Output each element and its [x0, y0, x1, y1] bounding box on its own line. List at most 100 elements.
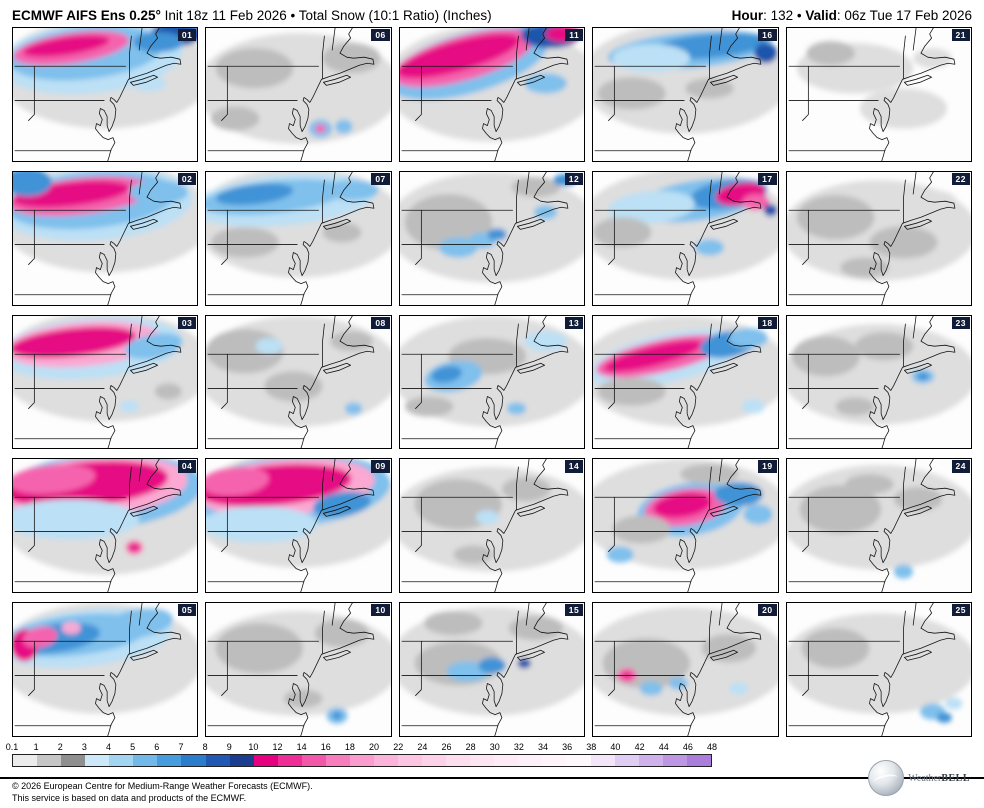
ensemble-panel-03[interactable]: 03 [12, 314, 199, 450]
member-number-badge: 23 [951, 316, 970, 329]
colorbar-segment [518, 755, 543, 766]
colorbar-tick-label: 10 [248, 742, 259, 752]
footer-divider [0, 777, 984, 779]
valid-label: Valid [805, 8, 837, 23]
colorbar-tick-label: 3 [81, 742, 87, 752]
colorbar-segment [157, 755, 182, 766]
ensemble-panel-02[interactable]: 02 [12, 170, 199, 306]
colorbar-segment [638, 755, 663, 766]
colorbar-tick-label: 2 [57, 742, 63, 752]
member-map-svg [206, 171, 391, 305]
ensemble-panel-24[interactable]: 24 [785, 458, 972, 594]
member-number-badge: 02 [177, 172, 197, 185]
colorbar-tick-label: 18 [344, 742, 355, 752]
member-map-svg [399, 459, 585, 593]
colorbar: 0.1 1 2 3 4 5 6 7 8 9 10 12 14 16 18 20 22 24 26 28 30 32 34 36… [6, 742, 972, 772]
ensemble-panel-09[interactable]: 09 [205, 458, 392, 594]
colorbar-tick-label: 6 [154, 742, 160, 752]
ensemble-panel-19[interactable]: 19 [592, 458, 779, 594]
member-map-svg [593, 171, 778, 305]
member-map-svg [593, 603, 778, 736]
ensemble-panel-15[interactable]: 15 [398, 602, 586, 737]
colorbar-tick-label: 38 [586, 742, 597, 752]
ensemble-panel-22[interactable]: 22 [785, 170, 972, 306]
colorbar-segment [542, 755, 567, 766]
member-map-svg [399, 603, 585, 736]
colorbar-segment [61, 755, 86, 766]
ensemble-grid: 01 02 03 04 05 06 07 08 09 10 11 12 13 14 15 16 17 18 19 20… [0, 27, 984, 737]
member-map-svg [399, 28, 585, 161]
colorbar-tick-label: 9 [226, 742, 232, 752]
colorbar-segment [373, 755, 398, 766]
member-number-badge: 22 [951, 172, 970, 185]
colorbar-segment [205, 755, 230, 766]
ensemble-panel-20[interactable]: 20 [592, 602, 779, 737]
colorbar-segment [133, 755, 158, 766]
colorbar-segment [446, 755, 471, 766]
ensemble-panel-23[interactable]: 23 [785, 314, 972, 450]
colorbar-tick-label: 8 [202, 742, 208, 752]
ensemble-panel-17[interactable]: 17 [592, 170, 779, 306]
colorbar-segments [12, 754, 712, 767]
ensemble-panel-01[interactable]: 01 [12, 27, 199, 162]
ensemble-panel-21[interactable]: 21 [785, 27, 972, 162]
colorbar-segment [181, 755, 206, 766]
ensemble-panel-14[interactable]: 14 [398, 458, 586, 594]
colorbar-segment [37, 755, 62, 766]
header: ECMWF AIFS Ens 0.25° Init 18z 11 Feb 202… [0, 0, 984, 27]
member-map-svg [593, 315, 778, 449]
colorbar-segment [229, 755, 254, 766]
colorbar-tick-label: 34 [538, 742, 549, 752]
colorbar-segment [13, 755, 38, 766]
ensemble-panel-18[interactable]: 18 [592, 314, 779, 450]
colorbar-tick-label: 46 [682, 742, 693, 752]
colorbar-segment [422, 755, 447, 766]
member-map-svg [13, 459, 198, 593]
member-map-svg [206, 603, 391, 736]
ensemble-panel-06[interactable]: 06 [205, 27, 392, 162]
colorbar-tick-label: 28 [465, 742, 476, 752]
colorbar-segment [470, 755, 495, 766]
colorbar-segment [614, 755, 639, 766]
member-number-badge: 14 [564, 460, 584, 473]
colorbar-tick-label: 0.1 [5, 742, 19, 752]
ensemble-panel-16[interactable]: 16 [592, 27, 779, 162]
colorbar-tick-label: 1 [33, 742, 39, 752]
member-map-svg [13, 315, 198, 449]
member-number-badge: 20 [758, 604, 777, 617]
footer: © 2026 European Centre for Medium-Range … [0, 779, 984, 804]
member-number-badge: 11 [565, 29, 584, 42]
member-map-svg [786, 603, 971, 736]
weatherbell-logo: WeatherBELL [868, 760, 970, 796]
colorbar-segment [566, 755, 591, 766]
ensemble-panel-10[interactable]: 10 [205, 602, 392, 737]
colorbar-segment [109, 755, 134, 766]
member-number-badge: 10 [371, 604, 390, 617]
copyright-line-1: © 2026 European Centre for Medium-Range … [12, 781, 313, 791]
member-number-badge: 16 [758, 29, 777, 42]
member-number-badge: 24 [951, 460, 970, 473]
colorbar-tick-label: 40 [610, 742, 621, 752]
colorbar-segment [85, 755, 110, 766]
colorbar-tick-label: 14 [296, 742, 307, 752]
ensemble-panel-11[interactable]: 11 [398, 27, 586, 162]
ensemble-panel-04[interactable]: 04 [12, 458, 199, 594]
ensemble-panel-13[interactable]: 13 [398, 314, 586, 450]
hour-label: Hour [731, 8, 764, 23]
colorbar-segment [253, 755, 278, 766]
ensemble-panel-07[interactable]: 07 [205, 170, 392, 306]
ensemble-panel-05[interactable]: 05 [12, 602, 199, 737]
colorbar-tick-label: 22 [393, 742, 404, 752]
colorbar-segment [325, 755, 350, 766]
model-name: ECMWF AIFS Ens 0.25° [12, 8, 161, 23]
ensemble-panel-25[interactable]: 25 [785, 602, 972, 737]
member-map-svg [593, 459, 778, 593]
ensemble-panel-08[interactable]: 08 [205, 314, 392, 450]
colorbar-labels: 0.1 1 2 3 4 5 6 7 8 9 10 12 14 16 18 20 22 24 26 28 30 32 34 36… [6, 742, 717, 753]
member-number-badge: 04 [177, 460, 197, 473]
member-number-badge: 05 [177, 604, 197, 617]
ensemble-panel-12[interactable]: 12 [398, 170, 586, 306]
member-number-badge: 17 [758, 172, 777, 185]
member-number-badge: 09 [371, 460, 390, 473]
colorbar-tick-label: 7 [178, 742, 184, 752]
